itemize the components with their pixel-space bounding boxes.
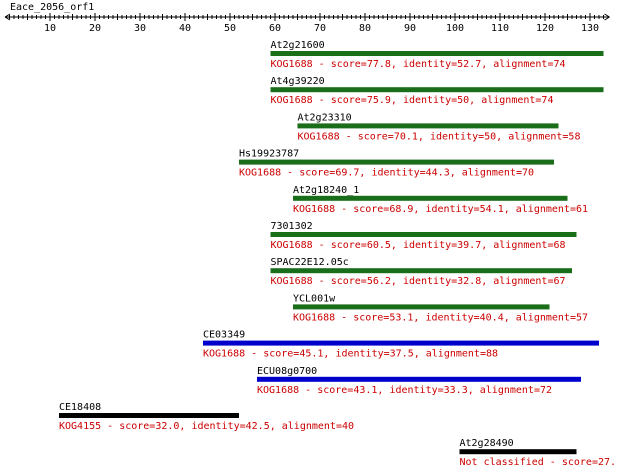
hit-name: ECU08g0700 bbox=[257, 366, 317, 377]
hit-row[interactable]: ECU08g0700 KOG1688 - score=43.1, identity… bbox=[257, 366, 581, 396]
hit-row[interactable]: Hs19923787 KOG1688 - score=69.7, identity… bbox=[239, 149, 554, 179]
axis-tick-label: 30 bbox=[134, 23, 146, 34]
hit-row[interactable]: At2g21600 KOG1688 - score=77.8, identity=… bbox=[270, 40, 604, 70]
query-name: Eace_2056_orf1 bbox=[10, 2, 94, 13]
hit-row[interactable]: At4g39220 KOG1688 - score=75.9, identity=… bbox=[270, 76, 604, 106]
hit-name: At2g23310 bbox=[298, 112, 352, 123]
hit-bar[interactable] bbox=[270, 232, 577, 237]
hit-description: KOG1688 - score=56.2, identity=32.8, ali… bbox=[271, 276, 566, 287]
hit-bar[interactable] bbox=[270, 268, 573, 274]
hit-row[interactable]: At2g28490 Not classified - score=27. bbox=[459, 438, 617, 468]
hit-name: CE03349 bbox=[203, 330, 245, 341]
hit-name: At2g18240_1 bbox=[293, 185, 359, 196]
axis-tick-label: 110 bbox=[491, 23, 509, 34]
axis-arrow-right-icon bbox=[604, 13, 610, 21]
axis-tick-label: 40 bbox=[179, 23, 191, 34]
hit-description: KOG1688 - score=53.1, identity=40.4, ali… bbox=[293, 312, 588, 323]
hit-bar[interactable] bbox=[293, 304, 550, 310]
hit-name: At2g28490 bbox=[460, 438, 514, 449]
hit-name: Hs19923787 bbox=[239, 149, 299, 160]
hit-bar[interactable] bbox=[257, 376, 581, 382]
hit-description: KOG1688 - score=70.1, identity=50, align… bbox=[298, 131, 581, 142]
hits-list: At2g21600 KOG1688 - score=77.8, identity=… bbox=[59, 40, 616, 468]
axis-tick-label: 70 bbox=[314, 23, 326, 34]
hit-description: KOG1688 - score=60.5, identity=39.7, ali… bbox=[271, 240, 566, 251]
axis-tick-label: 60 bbox=[269, 23, 281, 34]
hit-bar[interactable] bbox=[59, 413, 239, 418]
hit-bar[interactable] bbox=[459, 449, 577, 455]
hit-bar[interactable] bbox=[239, 159, 554, 165]
hit-description: KOG1688 - score=77.8, identity=52.7, ali… bbox=[271, 59, 566, 70]
hit-description: KOG1688 - score=43.1, identity=33.3, ali… bbox=[257, 385, 552, 396]
axis-tick-label: 120 bbox=[536, 23, 554, 34]
hit-description: KOG1688 - score=69.7, identity=44.3, ali… bbox=[239, 168, 534, 179]
hit-description: Not classified - score=27. bbox=[460, 457, 617, 468]
sequence-axis: 10 20 30 40 50 60 70 80 90 100 110 120 130 bbox=[4, 13, 610, 34]
hit-name: At2g21600 bbox=[271, 40, 325, 51]
hit-bar[interactable] bbox=[270, 51, 604, 56]
hit-bar[interactable] bbox=[293, 195, 568, 201]
hit-description: KOG4155 - score=32.0, identity=42.5, ali… bbox=[59, 421, 354, 432]
hit-row[interactable]: CE18408 KOG4155 - score=32.0, identity=42… bbox=[59, 402, 354, 432]
hit-name: At4g39220 bbox=[271, 76, 325, 87]
hit-bar[interactable] bbox=[203, 340, 599, 346]
axis-tick-label: 130 bbox=[581, 23, 599, 34]
axis-tick-label: 50 bbox=[224, 23, 236, 34]
hit-row[interactable]: At2g23310 KOG1688 - score=70.1, identity=… bbox=[297, 112, 581, 142]
axis-tick-label: 80 bbox=[359, 23, 371, 34]
axis-tick-label: 100 bbox=[446, 23, 464, 34]
axis-arrow-left-icon bbox=[4, 13, 11, 21]
hit-description: KOG1688 - score=68.9, identity=54.1, ali… bbox=[293, 204, 588, 215]
hit-row[interactable]: 7301302 KOG1688 - score=60.5, identity=39… bbox=[270, 221, 577, 251]
hit-row[interactable]: SPAC22E12.05c KOG1688 - score=56.2, ident… bbox=[270, 257, 573, 287]
hit-name: YCL001w bbox=[293, 293, 336, 304]
hit-name: 7301302 bbox=[271, 221, 313, 232]
hit-bar[interactable] bbox=[297, 123, 559, 129]
hit-row[interactable]: YCL001w KOG1688 - score=53.1, identity=40… bbox=[293, 293, 588, 323]
hit-description: KOG1688 - score=45.1, identity=37.5, ali… bbox=[203, 349, 498, 360]
axis-tick-label: 90 bbox=[404, 23, 416, 34]
hit-description: KOG1688 - score=75.9, identity=50, align… bbox=[271, 95, 554, 106]
hit-row[interactable]: CE03349 KOG1688 - score=45.1, identity=37… bbox=[203, 330, 599, 360]
hit-row[interactable]: At2g18240_1 KOG1688 - score=68.9, identit… bbox=[293, 185, 588, 215]
hit-name: SPAC22E12.05c bbox=[271, 257, 349, 268]
hit-bar[interactable] bbox=[270, 87, 604, 93]
hit-name: CE18408 bbox=[59, 402, 101, 413]
axis-tick-label: 10 bbox=[44, 23, 56, 34]
axis-tick-label: 20 bbox=[89, 23, 101, 34]
